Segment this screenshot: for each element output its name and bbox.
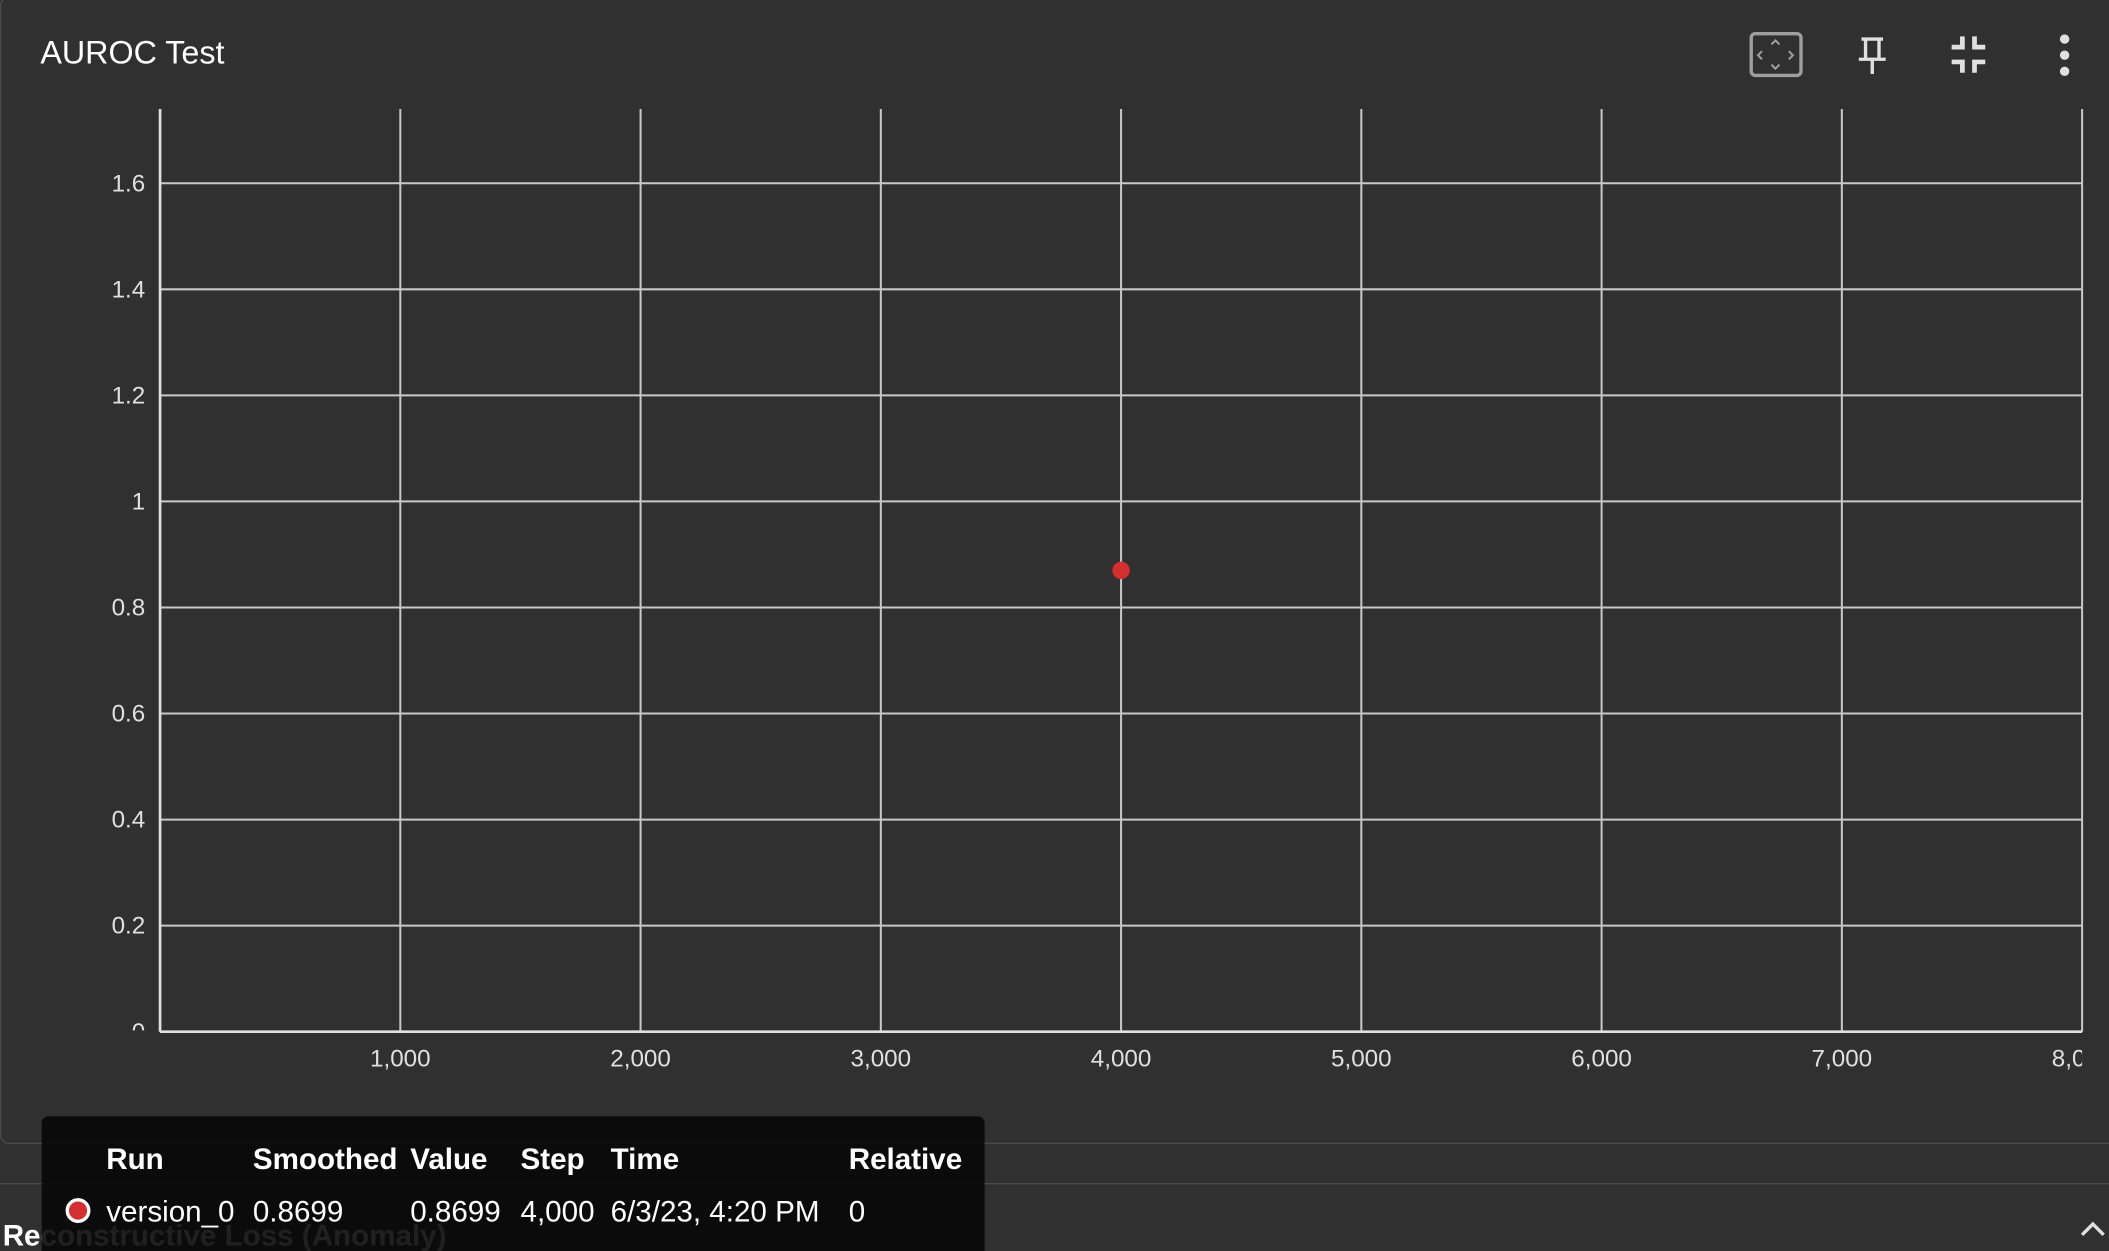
card (0, 0, 2109, 1145)
fullscreen-button[interactable] (1749, 32, 1803, 78)
smoothed-cell: 0.8699 (253, 1195, 343, 1228)
collapse-button[interactable] (1951, 36, 1986, 73)
tooltip: Run Smoothed Value Step Time Relative ve… (41, 1116, 985, 1251)
x-axis: 1,000 2,000 3,000 4,000 5,000 6,000 7,000 8,000 (370, 1046, 2109, 1073)
y-tick-label: 0.6 (112, 701, 146, 728)
header-cell: Run (106, 1143, 164, 1176)
y-tick-label: 0.2 (112, 913, 146, 940)
header-cell: Value (410, 1143, 487, 1176)
y-tick-label: 1.6 (112, 170, 146, 197)
y-tick-label: 0.8 (112, 595, 146, 622)
x-tick-label: 2,000 (610, 1046, 671, 1073)
point (1112, 561, 1130, 580)
x-tick-label: 7,000 (1812, 1046, 1873, 1073)
value-cell: 0.8699 (410, 1195, 500, 1228)
card-title: AUROC Test (40, 34, 224, 70)
header-cell: Relative (849, 1143, 962, 1176)
tooltip-bg (41, 1116, 985, 1251)
relative-cell: 0 (849, 1195, 865, 1228)
header-cell: Step (521, 1143, 585, 1176)
expand-chevron[interactable] (2080, 1221, 2105, 1236)
x-tick-label: 4,000 (1091, 1046, 1152, 1073)
y-tick-label: 1.2 (112, 382, 146, 409)
pin-button[interactable] (1858, 37, 1886, 75)
run-swatch (65, 1198, 91, 1224)
y-axis: 0 0.2 0.4 0.6 0.8 1 1.2 1.4 1.6 (112, 170, 146, 1046)
header-cell: Time (611, 1143, 680, 1176)
x-tick-label: 3,000 (851, 1046, 912, 1073)
header-cell: Smoothed (253, 1143, 398, 1176)
y-tick-label: 0.4 (112, 807, 146, 834)
plot-marks (1112, 561, 1130, 580)
y-tick-label: 1.4 (112, 276, 146, 303)
x-tick-label: 5,000 (1331, 1046, 1392, 1073)
x-tick-label: 1,000 (370, 1046, 431, 1073)
x-tick-label: 8,000 (2052, 1046, 2109, 1073)
run-name: version_0 (106, 1195, 234, 1228)
step-cell: 4,000 (521, 1195, 595, 1228)
x-tick-label: 6,000 (1571, 1046, 1632, 1073)
time-cell: 6/3/23, 4:20 PM (611, 1195, 820, 1228)
y-tick-label: 1 (132, 488, 145, 515)
more-button[interactable] (2059, 34, 2070, 77)
y-tick-label: 0 (132, 1019, 145, 1046)
